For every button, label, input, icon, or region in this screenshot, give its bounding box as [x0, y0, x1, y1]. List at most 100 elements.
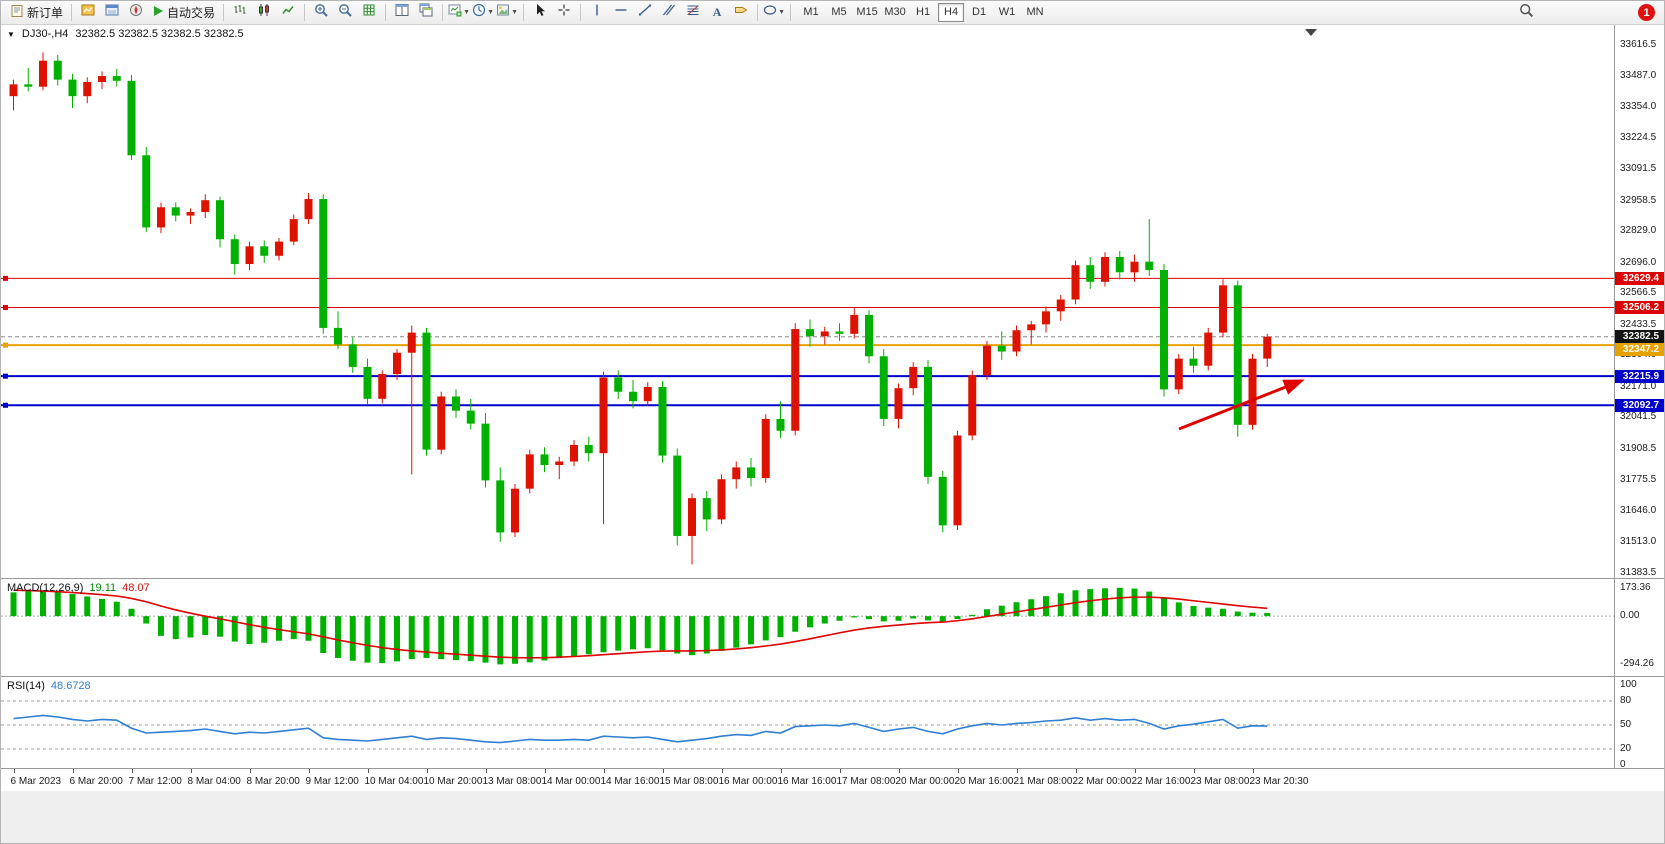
time-tick	[603, 769, 605, 773]
timeframe-m15-button[interactable]: M15	[856, 6, 878, 18]
tile-windows-button[interactable]	[390, 3, 414, 23]
rsi-panel[interactable]: 100 80 50 20 0 RSI(14) 48.6728	[1, 677, 1664, 769]
hline-anchor[interactable]	[3, 275, 8, 281]
price-axis-label: 31383.5	[1620, 566, 1657, 578]
timeframe-w1-button[interactable]: W1	[998, 6, 1016, 18]
candle-body	[570, 444, 578, 462]
price-axis-label: 32171.0	[1620, 380, 1657, 392]
candlestick-chart[interactable]	[1, 25, 1614, 578]
horizontal-line-tool-button[interactable]	[609, 3, 633, 23]
candle-body	[186, 212, 195, 216]
time-tick	[957, 769, 959, 773]
timeframe-m1-button[interactable]: M1	[803, 6, 819, 18]
notification-badge[interactable]: 1	[1638, 4, 1655, 21]
macd-axis: 173.36 0.00 -294.26	[1614, 579, 1664, 676]
period-button[interactable]: ▼	[471, 3, 495, 23]
ohlc-values: 32382.5 32382.5 32382.5 32382.5	[75, 28, 244, 40]
timeframe-m5-button[interactable]: M5	[831, 6, 847, 18]
time-axis[interactable]: 6 Mar 2023 6 Mar 20:00 7 Mar 12:00 8 Mar 04…	[1, 769, 1664, 793]
rsi-name: RSI(14)	[7, 680, 45, 692]
candle-body	[142, 155, 151, 228]
symbol-dropdown-icon[interactable]: ▼	[7, 29, 15, 39]
time-tick	[1134, 769, 1136, 773]
cascade-windows-button[interactable]	[414, 3, 438, 23]
candle-body	[452, 396, 460, 411]
vertical-line-tool-button[interactable]	[585, 3, 609, 23]
rsi-axis-label: 0	[1620, 759, 1626, 768]
main-chart-panel[interactable]: 33616.5 33487.0 33354.0 33224.5 33091.5 32958…	[1, 25, 1664, 579]
toolbar-separator	[757, 4, 759, 21]
market-watch-button[interactable]	[76, 3, 100, 23]
hline-anchor[interactable]	[3, 373, 8, 379]
text-tool-button[interactable]: A	[705, 3, 729, 23]
crosshair-button[interactable]	[552, 3, 576, 23]
horizontal-line-icon	[614, 3, 628, 22]
zoom-in-button[interactable]	[309, 3, 333, 23]
cursor-button[interactable]	[528, 3, 552, 23]
chart-candles-button[interactable]	[252, 3, 276, 23]
price-axis-label: 31908.5	[1620, 442, 1657, 454]
hline-anchor[interactable]	[3, 305, 8, 311]
symbol-search-button[interactable]	[1514, 3, 1538, 23]
candle-body	[319, 199, 328, 328]
shapes-button[interactable]: ▼	[762, 3, 786, 23]
time-axis-label: 13 Mar 08:00	[482, 776, 542, 787]
macd-main-value: 19.11	[89, 582, 117, 594]
price-axis-label: 31513.0	[1620, 536, 1657, 548]
chevron-down-icon: ▼	[487, 9, 494, 16]
candle-body	[850, 314, 859, 334]
autotrading-button[interactable]: 自动交易	[148, 3, 219, 23]
timeframe-h4-button[interactable]: H4	[938, 3, 965, 22]
arrow-annotation[interactable]	[1178, 379, 1305, 431]
price-axis-label: 32958.5	[1620, 194, 1657, 206]
label-tool-button[interactable]	[729, 3, 753, 23]
candle-body	[1248, 358, 1257, 425]
candle-body	[688, 498, 696, 536]
candle-body	[1115, 256, 1124, 273]
timeframe-d1-button[interactable]: D1	[972, 6, 987, 18]
candle-body	[171, 207, 180, 216]
new-chart-button[interactable]: ▼	[447, 3, 471, 23]
candle-body	[39, 60, 47, 87]
time-tick	[1193, 769, 1195, 773]
hline-anchor[interactable]	[3, 402, 8, 408]
candle-body	[968, 375, 977, 436]
grid-button[interactable]	[357, 3, 381, 23]
timeframe-mn-button[interactable]: MN	[1026, 6, 1044, 18]
candle-body	[304, 199, 313, 220]
template-button[interactable]: ▼	[495, 3, 519, 23]
chart-bars-button[interactable]	[228, 3, 252, 23]
trendline-tool-button[interactable]	[633, 3, 657, 23]
timeframe-h1-button[interactable]: H1	[916, 6, 931, 18]
zoom-out-button[interactable]	[333, 3, 357, 23]
rsi-chart	[1, 700, 1614, 750]
macd-panel[interactable]: 173.36 0.00 -294.26 MACD(12,26,9) 19.11 48…	[1, 579, 1664, 677]
candle-body	[1219, 285, 1227, 333]
candle-body	[216, 200, 224, 240]
price-axis-label: 31775.5	[1620, 474, 1657, 486]
hline-anchor[interactable]	[3, 342, 8, 348]
rsi-axis-label: 80	[1620, 695, 1632, 706]
candle-body	[806, 329, 814, 337]
candle-body	[245, 246, 254, 265]
candle-body	[378, 374, 387, 399]
rsi-axis-label: 50	[1620, 719, 1632, 730]
market-watch-icon	[81, 3, 95, 22]
price-axis[interactable]: 33616.5 33487.0 33354.0 33224.5 33091.5 32958…	[1614, 25, 1664, 578]
fibonacci-tool-button[interactable]	[681, 3, 705, 23]
data-window-button[interactable]	[100, 3, 124, 23]
navigator-button[interactable]	[124, 3, 148, 23]
price-tag: 32629.4	[1615, 271, 1664, 285]
channel-tool-button[interactable]	[657, 3, 681, 23]
chart-line-button[interactable]	[276, 3, 300, 23]
chart-info: ▼ DJ30-,H4 32382.5 32382.5 32382.5 32382…	[7, 28, 244, 40]
time-tick	[13, 769, 15, 773]
candle-body	[230, 239, 239, 265]
toolbar-separator	[223, 4, 225, 21]
timeframe-m30-button[interactable]: M30	[884, 6, 906, 18]
new-order-button[interactable]: 新订单	[6, 3, 67, 23]
search-icon	[1519, 3, 1534, 23]
chart-shift-marker[interactable]	[1305, 29, 1317, 36]
time-tick	[780, 769, 782, 773]
time-tick	[190, 769, 192, 773]
